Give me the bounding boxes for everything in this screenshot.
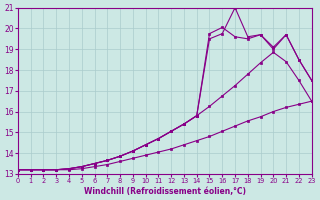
X-axis label: Windchill (Refroidissement éolien,°C): Windchill (Refroidissement éolien,°C): [84, 187, 246, 196]
